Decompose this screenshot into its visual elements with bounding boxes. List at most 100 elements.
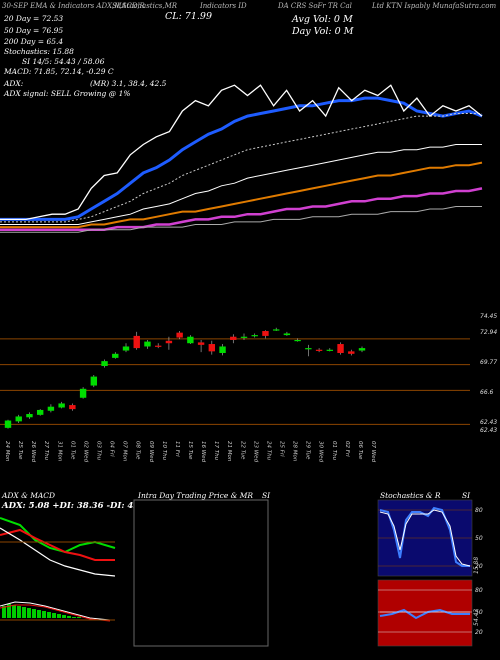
candle-body <box>112 353 119 358</box>
ema50-line <box>0 113 482 223</box>
intraday-panel-title: Intra Day Trading Price & MR <box>138 491 254 500</box>
candle-date-label: 03 Thu <box>96 441 102 461</box>
candle-date-label: 06 Tue <box>357 441 363 460</box>
macd-histogram-bar <box>2 606 6 618</box>
header-seg-1: 30-SEP EMA & Indicators ADX,MACD,R <box>2 2 145 10</box>
adx-line-2 <box>0 527 116 577</box>
si-tick-label: 50 <box>475 609 483 616</box>
candle-y-tick: 62.43 <box>480 419 497 426</box>
candle-body <box>262 331 269 336</box>
candle-y-tick: 62.43 <box>480 427 497 434</box>
si-label: SI 14/5: 54.43 / 58.06 <box>22 57 105 66</box>
candle-date-label: 31 Mon <box>56 441 62 462</box>
candle-body <box>251 335 258 337</box>
candle-date-label: 23 Wed <box>252 441 258 463</box>
stoch-tick-label: 20 <box>475 563 483 570</box>
stoch-tick-label: 80 <box>475 507 483 514</box>
candle-body <box>197 342 205 345</box>
candle-body <box>144 341 151 347</box>
macd-histogram-bar <box>62 615 66 618</box>
ema50-label: 50 Day = 76.95 <box>4 26 64 35</box>
adx-panel-values: ADX: 5.08 +DI: 38.36 -DI: 42.47 <box>2 501 155 511</box>
candle-body <box>326 349 334 351</box>
ema200-line <box>0 161 483 229</box>
price-line <box>0 84 483 221</box>
close-label: CL: 71.99 <box>165 11 212 22</box>
stoch-d-line <box>379 509 471 567</box>
candle-body <box>272 329 280 331</box>
header-seg-2: SI,Stochastics,MR <box>112 2 178 10</box>
macd-histogram-bar <box>27 608 31 618</box>
candle-body <box>294 339 301 342</box>
stoch-value-label: 15.88 <box>473 557 480 574</box>
macd-histogram-bar <box>17 606 21 618</box>
candle-date-label: 07 Mon <box>122 441 128 462</box>
header-seg-3: Indicators ID <box>200 2 247 10</box>
candle-body <box>230 336 237 340</box>
avg-volume-label: Avg Vol: 0 M <box>292 14 353 25</box>
candle-body <box>283 333 291 336</box>
candle-date-label: 17 Thu <box>213 441 219 461</box>
macd-label: MACD: 71.85, 72.14, -0.29 C <box>4 67 114 76</box>
ema-extra-line <box>0 206 482 233</box>
candle-date-label: 16 Wed <box>200 441 206 463</box>
candle-date-label: 09 Wed <box>148 441 154 463</box>
candle-date-label: 28 Mon <box>292 441 298 462</box>
candle-body <box>90 376 98 386</box>
intraday-panel-frame <box>133 499 269 647</box>
candle-body <box>187 336 194 344</box>
candle-date-label: 22 Tue <box>239 441 245 460</box>
candle-body <box>165 340 173 344</box>
candle-date-label: 24 Mon <box>4 441 10 462</box>
candle-body <box>315 349 323 351</box>
macd-histogram-bar <box>12 605 16 618</box>
macd-signal-line <box>0 604 111 622</box>
macd-histogram-bar <box>7 604 11 618</box>
candle-date-label: 29 Tue <box>305 441 311 460</box>
candle-date-label: 08 Tue <box>135 441 141 460</box>
ema-price-chart <box>0 84 483 233</box>
candle-body <box>208 344 216 352</box>
macd-histogram-bar <box>47 612 51 618</box>
candle-body <box>337 344 344 353</box>
candle-date-label: 11 Fri <box>174 441 180 457</box>
mr-label: (MR) 3.1, 38.4, 42.5 <box>90 79 167 88</box>
ema100-line <box>0 144 482 225</box>
ema20-line <box>0 96 483 221</box>
candle-body <box>26 414 33 418</box>
adx-panel-title: ADX & MACD <box>2 491 56 500</box>
macd-line <box>0 601 111 621</box>
candle-body <box>79 388 87 398</box>
macd-histogram-bar <box>22 607 26 618</box>
macd-histogram-bar <box>67 616 71 618</box>
candle-date-label: 30 Wed <box>318 441 324 463</box>
stochastics-label: Stochastics: 15.88 <box>4 47 74 56</box>
candle-y-tick: 66.6 <box>480 389 494 396</box>
candle-body <box>348 351 355 354</box>
candle-date-label: 24 Thu <box>265 441 271 461</box>
candle-body <box>15 416 22 422</box>
candle-date-label: 15 Tue <box>187 441 193 460</box>
ema200-label: 200 Day = 65.4 <box>4 37 64 46</box>
candle-date-label: 01 Thu <box>331 441 337 461</box>
header-seg-4: DA CRS SoFr TR Cal <box>278 2 352 10</box>
macd-histogram-bar <box>52 613 56 618</box>
si-tick-label: 20 <box>475 629 483 636</box>
macd-histogram-bar <box>32 609 36 618</box>
candle-date-label: 07 Wed <box>370 441 376 463</box>
candle-date-label: 26 Wed <box>30 441 36 463</box>
candle-date-label: 21 Mon <box>226 441 232 462</box>
candle-body <box>154 345 162 347</box>
stoch-panel-si: SI <box>462 491 471 500</box>
si-tick-label: 80 <box>475 587 483 594</box>
ema20-label: 20 Day = 72.53 <box>4 14 64 23</box>
adx-signal-label: ADX signal: SELL Growing @ 1% <box>4 89 131 98</box>
day-volume-label: Day Vol: 0 M <box>292 26 354 37</box>
candle-date-label: 02 Wed <box>82 441 88 463</box>
macd-histogram-bar <box>37 610 41 618</box>
macd-histogram-bar <box>42 611 46 618</box>
macd-histogram-bar <box>77 617 81 618</box>
